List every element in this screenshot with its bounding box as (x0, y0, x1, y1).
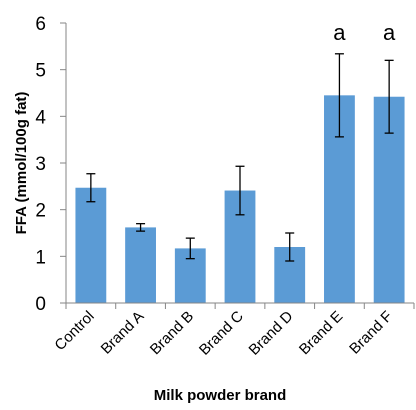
x-tick-label: Brand F (346, 308, 396, 358)
x-tick-label: Control (51, 308, 97, 354)
y-tick-label: 4 (35, 107, 46, 128)
error-bar-control (86, 173, 96, 203)
y-tick-label: 2 (35, 201, 46, 222)
y-tick-label: 1 (35, 247, 46, 268)
error-bar-brand-e (334, 53, 344, 138)
error-bar-brand-b (185, 237, 195, 260)
significance-label: a (383, 20, 396, 45)
error-bar-brand-c (235, 165, 245, 216)
axes-layer (60, 22, 415, 309)
x-tick-label: Brand D (246, 308, 297, 359)
error-bar-brand-f (384, 59, 394, 134)
y-tick-label: 5 (35, 61, 46, 82)
error-bars-layer (86, 53, 394, 262)
x-axis-title: Milk powder brand (154, 387, 287, 404)
significance-label: a (333, 20, 346, 45)
y-tick-label: 0 (35, 294, 46, 315)
y-tick-label: 6 (35, 14, 46, 35)
y-tick-label: 3 (35, 154, 46, 175)
x-tick-label: Brand A (98, 308, 148, 358)
error-bar-brand-d (285, 232, 295, 262)
y-axis-title: FFA (mmol/100g fat) (13, 92, 30, 235)
bar-control (75, 187, 107, 303)
x-tick-label: Brand C (196, 308, 247, 359)
x-tick-label: Brand E (296, 308, 346, 358)
bar-brand-a (125, 227, 156, 303)
error-bar-brand-a (136, 223, 146, 232)
x-tick-label: Brand B (147, 308, 197, 358)
